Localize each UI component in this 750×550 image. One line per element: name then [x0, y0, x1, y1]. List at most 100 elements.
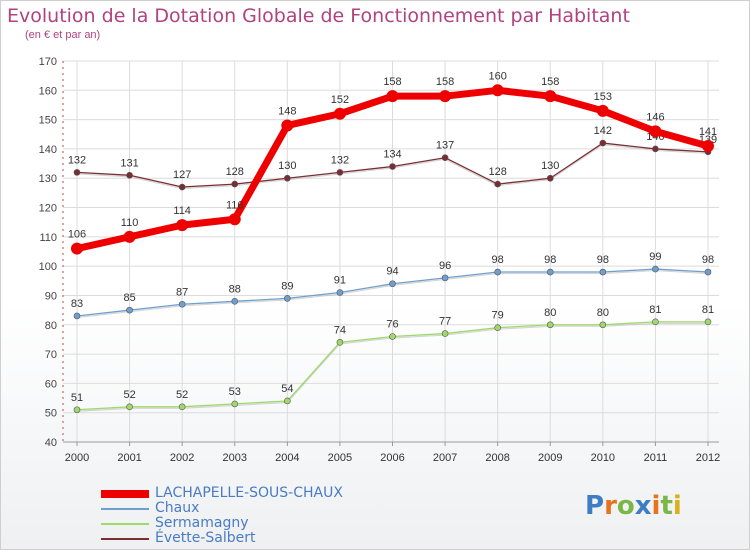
data-label: 81 [649, 304, 661, 316]
y-tick-label: 140 [39, 144, 57, 156]
data-point [73, 312, 81, 320]
data-point [599, 321, 607, 329]
y-tick-label: 150 [39, 115, 57, 127]
data-label: 114 [173, 205, 191, 217]
data-point [704, 318, 712, 326]
data-label: 87 [176, 286, 188, 298]
data-point [231, 298, 239, 305]
data-point [176, 219, 189, 232]
data-point [439, 90, 452, 103]
x-tick-label: 2001 [117, 452, 141, 464]
x-tick-label: 2012 [696, 452, 720, 464]
x-tick-label: 2010 [591, 452, 615, 464]
x-tick-label: 2002 [170, 452, 194, 464]
data-point [231, 180, 239, 188]
legend-label: Sermamagny [155, 515, 249, 531]
data-label: 106 [68, 229, 86, 241]
data-label: 153 [594, 91, 612, 103]
x-tick-label: 2006 [380, 452, 404, 464]
data-label: 51 [71, 392, 83, 404]
x-tick-label: 2011 [644, 452, 668, 464]
data-label: 134 [383, 149, 401, 161]
data-point [71, 242, 83, 255]
data-point [494, 324, 501, 332]
data-label: 85 [123, 292, 135, 304]
x-tick-label: 2003 [223, 452, 247, 464]
data-label: 141 [699, 126, 717, 138]
x-tick-label: 2004 [275, 452, 299, 464]
data-point [652, 318, 659, 326]
data-label: 76 [386, 318, 398, 330]
data-point [123, 230, 136, 243]
data-label: 98 [492, 254, 504, 266]
data-label: 158 [383, 76, 401, 88]
data-point [596, 104, 609, 117]
y-tick-label: 90 [45, 290, 57, 302]
data-label: 128 [488, 166, 506, 178]
data-label: 83 [71, 298, 83, 310]
data-label: 142 [594, 125, 612, 137]
y-tick-label: 130 [39, 173, 57, 185]
data-point [284, 174, 291, 182]
legend-swatch [101, 538, 149, 540]
y-tick-label: 70 [45, 349, 57, 361]
data-point [494, 268, 501, 276]
data-point [546, 268, 554, 276]
data-point [178, 183, 186, 191]
proxiti-logo: Proxiti [585, 491, 682, 521]
data-label: 160 [488, 70, 506, 82]
data-point [73, 406, 81, 414]
data-point [652, 265, 659, 273]
data-label: 127 [173, 169, 191, 181]
data-point [386, 90, 399, 103]
x-tick-label: 2009 [538, 452, 562, 464]
data-label: 52 [176, 389, 188, 401]
data-label: 94 [386, 266, 398, 278]
data-label: 74 [334, 324, 346, 336]
data-point [284, 397, 291, 405]
data-label: 88 [229, 283, 241, 295]
data-label: 79 [492, 310, 504, 322]
data-point [441, 154, 449, 162]
data-point [441, 274, 449, 282]
data-label: 131 [120, 157, 138, 169]
legend-swatch [101, 523, 149, 525]
data-point [599, 268, 607, 276]
y-tick-label: 120 [39, 203, 57, 215]
data-label: 158 [436, 76, 454, 88]
data-point [126, 306, 133, 314]
logo-letter: i [651, 491, 661, 521]
data-point [284, 295, 291, 302]
data-label: 128 [226, 166, 244, 178]
data-point [441, 330, 449, 337]
x-tick-label: 2007 [433, 452, 457, 464]
data-point [652, 145, 659, 153]
y-tick-label: 50 [45, 408, 57, 420]
data-point [546, 174, 554, 182]
logo-letter: r [604, 491, 617, 521]
data-label: 81 [702, 304, 714, 316]
data-label: 137 [436, 140, 454, 152]
legend-swatch [101, 508, 149, 510]
data-label: 152 [331, 94, 349, 106]
data-label: 110 [121, 217, 139, 229]
y-tick-label: 40 [45, 437, 57, 449]
legend-label: Évette-Salbert [155, 530, 256, 546]
data-label: 146 [646, 111, 664, 123]
logo-letter: x [634, 491, 652, 521]
data-label: 77 [439, 316, 451, 328]
logo-letter: P [585, 491, 605, 521]
data-label: 80 [544, 307, 556, 319]
data-point [126, 403, 133, 411]
data-point [336, 169, 344, 176]
data-point [546, 321, 554, 329]
y-tick-label: 160 [39, 85, 57, 97]
data-point [599, 139, 607, 147]
data-point [649, 125, 662, 138]
data-point [389, 333, 396, 340]
logo-letter: t [660, 491, 673, 521]
data-point [544, 90, 557, 103]
data-point [281, 119, 294, 132]
